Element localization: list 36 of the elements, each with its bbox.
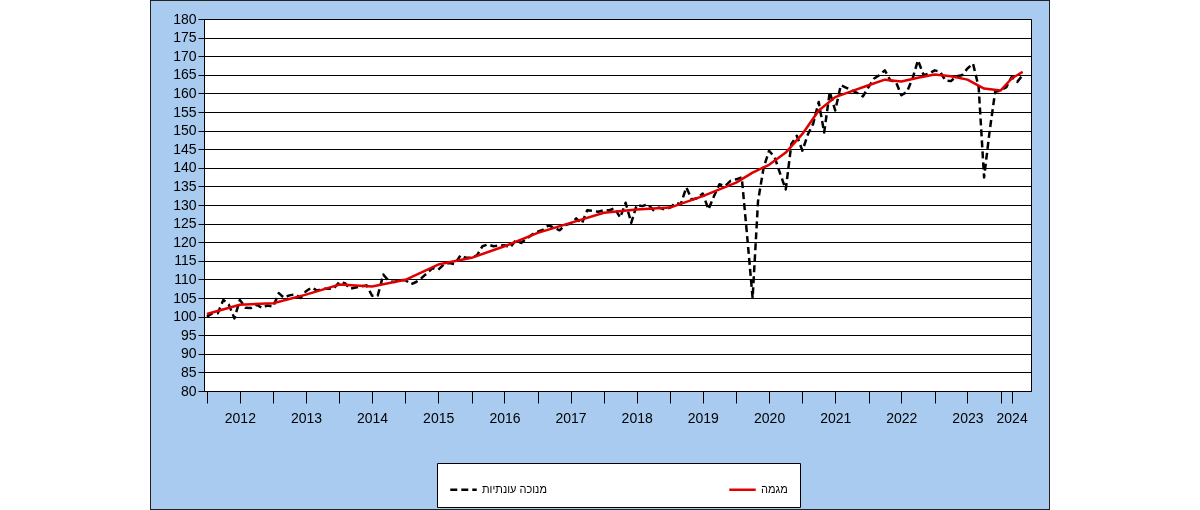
x-tick-label: 2024 bbox=[996, 409, 1028, 426]
y-tick-label: 135 bbox=[173, 177, 197, 194]
y-tick-label: 175 bbox=[173, 29, 197, 46]
y-tick-label: 110 bbox=[174, 270, 197, 287]
x-tick-label: 2016 bbox=[489, 409, 521, 426]
x-tick-label: 2021 bbox=[820, 409, 852, 426]
x-tick-label: 2013 bbox=[290, 409, 323, 426]
x-tick-label: 2015 bbox=[423, 409, 455, 426]
y-tick-label: 140 bbox=[173, 159, 197, 176]
y-tick-label: 125 bbox=[173, 215, 197, 232]
x-tick-label: 2022 bbox=[886, 409, 918, 426]
x-tick-label: 2018 bbox=[621, 409, 653, 426]
y-tick-label: 165 bbox=[173, 66, 197, 83]
y-tick-label: 180 bbox=[173, 10, 197, 27]
x-tick-label: 2023 bbox=[952, 409, 984, 426]
y-tick-label: 150 bbox=[173, 122, 197, 139]
y-tick-label: 120 bbox=[173, 233, 197, 250]
x-tick-label: 2020 bbox=[754, 409, 786, 426]
y-tick-label: 105 bbox=[173, 289, 197, 306]
x-tick-label: 2017 bbox=[555, 409, 587, 426]
y-tick-label: 155 bbox=[173, 103, 197, 120]
y-tick-label: 85 bbox=[180, 363, 197, 380]
x-tick-label: 2019 bbox=[687, 409, 720, 426]
y-tick-label: 115 bbox=[174, 252, 197, 269]
y-tick-label: 145 bbox=[173, 140, 197, 157]
x-tick-label: 2014 bbox=[357, 409, 389, 426]
y-tick-label: 90 bbox=[180, 345, 197, 362]
y-tick-label: 95 bbox=[180, 326, 197, 343]
y-tick-label: 100 bbox=[173, 308, 197, 325]
y-tick-label: 160 bbox=[173, 84, 197, 101]
y-tick-label: 80 bbox=[180, 382, 197, 399]
x-tick-label: 2012 bbox=[224, 409, 257, 426]
y-tick-label: 130 bbox=[173, 196, 197, 213]
legend-label: מנוכה עונתיות bbox=[482, 482, 547, 495]
y-tick-label: 170 bbox=[173, 47, 197, 64]
legend-label: מגמה bbox=[761, 482, 788, 495]
